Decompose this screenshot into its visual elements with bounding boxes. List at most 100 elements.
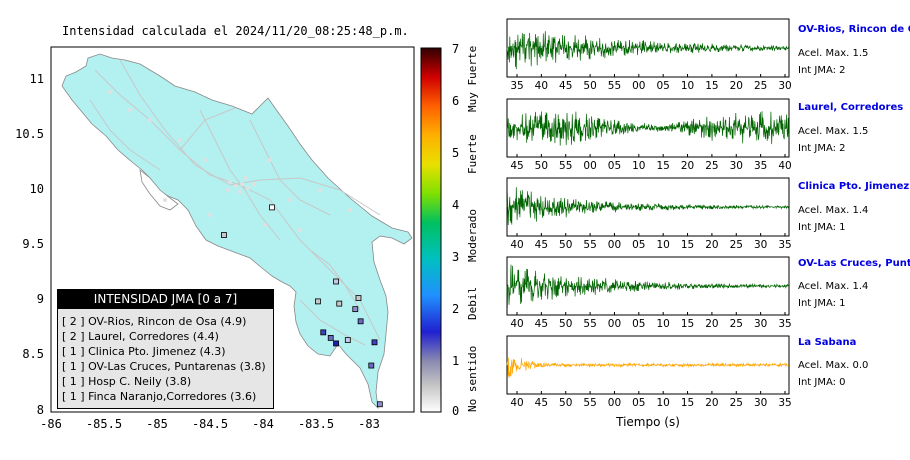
waveform-tick-label: 10 (656, 318, 670, 330)
waveform-tick-label: 10 (680, 80, 695, 92)
waveform-tick-label: 25 (753, 80, 768, 92)
colorbar-tick: 5 (452, 146, 460, 160)
station-marker (344, 337, 351, 344)
station-marker (327, 334, 334, 341)
waveform-tick-label: 15 (680, 397, 695, 409)
colorbar-tick: 0 (452, 404, 460, 418)
x-tick: -85 (146, 417, 168, 431)
station-accel: Acel. Max. 0.0 (798, 360, 869, 371)
x-axis-label: Tiempo (s) (616, 415, 680, 429)
station-marker (368, 362, 375, 369)
station-marker (315, 298, 321, 305)
waveform-tick-label: 50 (559, 397, 573, 409)
waveform-tick-label: 40 (534, 80, 549, 92)
legend-entry: [ 1 ] Finca Naranjo,Corredores (3.6) (62, 390, 257, 403)
y-tick: 11 (29, 72, 44, 86)
colorbar-tick: 1 (452, 354, 460, 368)
waveform-tick-label: 30 (753, 239, 768, 251)
waveform-tick-label: 15 (656, 160, 670, 172)
station-accel: Acel. Max. 1.4 (798, 281, 869, 292)
waveform-tick-label: 30 (753, 318, 768, 330)
station-name: OV-Rios, Rincon de Os (798, 24, 910, 35)
colorbar-tick: 7 (452, 42, 460, 56)
station-markers (221, 204, 383, 408)
colorbar-tick: 6 (452, 94, 460, 108)
waveform-tick-label: 05 (632, 318, 646, 330)
waveform-trace (506, 357, 789, 378)
map-title: Intensidad calculada el 2024/11/20_08:25… (62, 24, 409, 38)
x-tick: -83.5 (297, 417, 335, 431)
station-marker (221, 232, 227, 238)
intensity-legend: INTENSIDAD JMA [0 a 7] [ 2 ] OV-Rios, Ri… (57, 289, 274, 409)
legend-entry: [ 1 ] Clinica Pto. Jimenez (4.3) (62, 345, 226, 358)
waveform-tick-label: 45 (534, 318, 549, 330)
colorbar-tick: 3 (452, 250, 460, 264)
waveform-tick-label: 45 (510, 160, 524, 172)
waveform-tick-label: 50 (534, 160, 549, 172)
station-accel: Acel. Max. 1.4 (798, 205, 869, 216)
station-marker (333, 340, 339, 347)
waveform-tick-label: 35 (753, 160, 768, 172)
station-jma: Int JMA: 0 (798, 377, 846, 388)
waveform-tick-label: 45 (534, 239, 549, 251)
station-marker (352, 306, 359, 313)
y-tick: 8 (36, 403, 44, 417)
station-jma: Int JMA: 2 (798, 143, 846, 154)
x-tick: -83 (358, 417, 380, 431)
waveform-tick-label: 05 (656, 80, 670, 92)
station-marker (371, 339, 378, 346)
x-tick: -86 (40, 417, 62, 431)
waveform-tick-label: 25 (705, 160, 719, 172)
legend-entry: [ 2 ] Laurel, Corredores (4.4) (62, 330, 219, 343)
waveform-tick-label: 00 (607, 318, 622, 330)
waveform-tick-label: 55 (607, 80, 622, 92)
waveform-tick-label: 10 (656, 397, 670, 409)
waveform-tick-label: 55 (559, 160, 573, 172)
y-tick: 10 (29, 182, 44, 196)
station-marker (333, 278, 339, 285)
station-jma: Int JMA: 2 (798, 65, 846, 76)
waveform-tick-label: 20 (705, 318, 719, 330)
legend-title: INTENSIDAD JMA [0 a 7] (58, 290, 273, 309)
road-network (89, 59, 381, 346)
waveform-tick-label: 35 (778, 318, 792, 330)
legend-entry: [ 1 ] OV-Las Cruces, Puntarenas (3.8) (62, 360, 266, 373)
waveform-tick-label: 15 (680, 318, 695, 330)
station-marker (376, 401, 383, 408)
station-marker (320, 329, 327, 336)
waveform-tick-label: 30 (729, 160, 743, 172)
waveform-tick-label: 45 (534, 397, 549, 409)
y-tick: 10.5 (15, 127, 44, 141)
station-name: OV-Las Cruces, Puntar (798, 258, 910, 269)
station-name: La Sabana (798, 337, 857, 348)
waveform-tick-label: 20 (705, 397, 719, 409)
x-tick: -84 (252, 417, 274, 431)
waveform-tick-label: 50 (559, 239, 573, 251)
waveform-tick-label: 40 (510, 318, 524, 330)
station-marker (269, 204, 275, 211)
waveform-tick-label: 25 (729, 397, 743, 409)
waveform-tick-label: 40 (510, 397, 524, 409)
waveform-tick-label: 55 (583, 397, 597, 409)
waveform-tick-label: 10 (656, 239, 670, 251)
waveform-tick-label: 05 (632, 397, 646, 409)
waveform-tick-label: 55 (583, 318, 597, 330)
y-tick: 8.5 (22, 347, 44, 361)
station-jma: Int JMA: 1 (798, 222, 846, 233)
waveform-tick-label: 00 (583, 160, 597, 172)
waveform-tick-label: 25 (729, 318, 743, 330)
station-jma: Int JMA: 1 (798, 298, 846, 309)
waveform-tick-label: 00 (607, 239, 622, 251)
waveform-trace (506, 264, 789, 308)
station-marker (355, 295, 362, 301)
station-name: Clinica Pto. Jimenez (798, 181, 910, 192)
waveform-tick-label: 20 (729, 80, 743, 92)
station-marker (336, 300, 343, 307)
waveform-tick-label: 50 (583, 80, 597, 92)
waveform-tick-label: 20 (680, 160, 695, 172)
x-tick: -85.5 (85, 417, 123, 431)
colorbar-tick: 4 (452, 198, 460, 212)
waveform-tick-label: 00 (607, 397, 622, 409)
waveform-tick-label: 05 (632, 239, 646, 251)
